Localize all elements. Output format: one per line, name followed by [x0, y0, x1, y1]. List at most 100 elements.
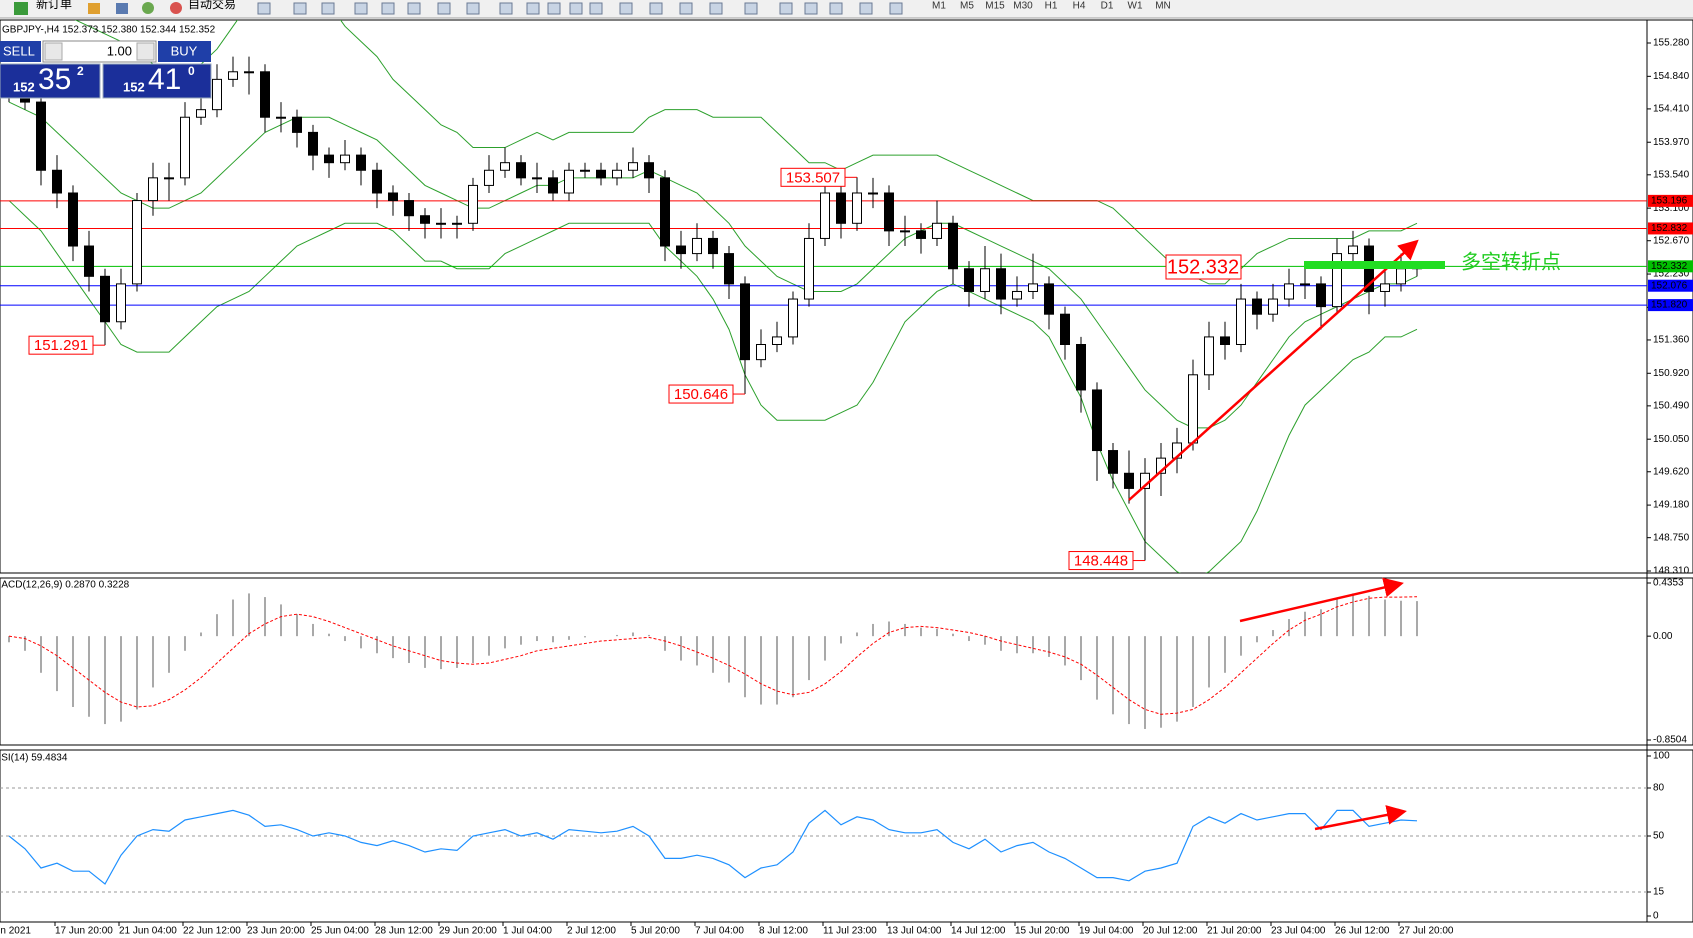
buy-price-big: 152: [123, 79, 145, 94]
sell-price-box[interactable]: [0, 63, 101, 99]
candle-body: [772, 336, 782, 345]
sell-price-small: 2: [77, 64, 84, 78]
x-tick-label: 14 Jul 12:00: [951, 926, 1006, 937]
main-panel: [0, 19, 1693, 574]
timeframe-button[interactable]: M30: [1013, 1, 1033, 12]
timeframe-button[interactable]: W1: [1128, 1, 1143, 12]
timeframe-button[interactable]: H1: [1045, 1, 1058, 12]
toolbar-icon[interactable]: [437, 2, 451, 15]
toolbar-icon[interactable]: [407, 2, 421, 15]
auto-trading-icon[interactable]: [170, 2, 182, 14]
level-label-box: [1648, 222, 1693, 235]
toolbar-icon[interactable]: [116, 3, 128, 14]
y-tick-label: 153.540: [1653, 169, 1690, 180]
toolbar-icon[interactable]: [679, 2, 693, 15]
candle-body: [852, 192, 862, 224]
toolbar-icon[interactable]: [744, 2, 758, 15]
candle-body: [820, 192, 830, 239]
buy-label[interactable]: BUY: [171, 43, 198, 58]
candle-body: [1396, 268, 1406, 285]
y-tick-label: 148.310: [1653, 566, 1690, 577]
candle-body: [900, 230, 910, 233]
toolbar-icon[interactable]: [804, 2, 818, 15]
timeframe-button[interactable]: M15: [985, 1, 1005, 12]
macd-title: MACD(12,26,9) 0.2870 0.3228: [0, 580, 130, 591]
candle-body: [1348, 245, 1358, 255]
candle-body: [1268, 298, 1278, 315]
new-order-button[interactable]: 新订单: [36, 0, 72, 11]
candle-body: [388, 192, 398, 202]
lots-down[interactable]: [44, 42, 63, 61]
lots-value[interactable]: 1.00: [107, 43, 132, 58]
auto-trading-button[interactable]: 自动交易: [188, 0, 236, 11]
toolbar-icon[interactable]: [499, 2, 513, 15]
candle-body: [1220, 336, 1230, 345]
sell-button[interactable]: [0, 41, 41, 62]
y-tick-label: 0.4353: [1653, 578, 1684, 589]
level-label: 152.332: [1651, 261, 1688, 272]
timeframe-button[interactable]: H4: [1073, 1, 1086, 12]
timeframe-button[interactable]: M5: [960, 1, 974, 12]
toolbar-icon[interactable]: [709, 2, 723, 15]
annotation-box: [668, 384, 734, 404]
lots-field[interactable]: [42, 40, 157, 63]
toolbar-icon[interactable]: [547, 2, 561, 15]
rsi-arrow: [1314, 805, 1407, 831]
level-label: 153.196: [1651, 196, 1688, 207]
candle-body: [1236, 298, 1246, 345]
macd-panel: [0, 577, 1693, 746]
candle-body: [1092, 389, 1102, 452]
toolbar-icon[interactable]: [88, 3, 100, 14]
toolbar-icon[interactable]: [589, 2, 603, 15]
candle-body: [836, 192, 846, 224]
macd-arrow: [1239, 577, 1404, 623]
lots-up[interactable]: [136, 42, 155, 61]
y-tick-label: 148.750: [1653, 532, 1690, 543]
toolbar-icon[interactable]: [142, 2, 154, 14]
axes: 155.280 154.840 154.410 153.970 153.540 153.1…: [0, 38, 1693, 937]
candle-body: [580, 169, 590, 172]
y-tick-label: 0.00: [1653, 631, 1673, 642]
toolbar-icon[interactable]: [889, 2, 903, 15]
toolbar-icon[interactable]: [859, 2, 873, 15]
sell-label[interactable]: SELL: [3, 43, 35, 58]
toolbar-icon[interactable]: [779, 2, 793, 15]
candle-body: [1284, 283, 1294, 300]
toolbar-icon[interactable]: [829, 2, 843, 15]
toolbar-icon[interactable]: [619, 2, 633, 15]
candle-body: [676, 245, 686, 255]
x-tick-label: 23 Jul 04:00: [1271, 926, 1326, 937]
buy-button[interactable]: [158, 41, 211, 62]
candle-body: [340, 154, 350, 164]
toolbar-icon[interactable]: [466, 2, 480, 15]
candle-body: [1060, 313, 1070, 345]
y-tick-label: 149.620: [1653, 466, 1690, 477]
level-label: 151.820: [1651, 300, 1688, 311]
y-tick-label: 154.840: [1653, 71, 1690, 82]
toolbar-icon[interactable]: [526, 2, 540, 15]
candle-body: [1124, 472, 1134, 489]
candle-body: [436, 222, 446, 225]
y-tick-label: 150.490: [1653, 400, 1690, 411]
toolbar-icon[interactable]: [257, 2, 271, 15]
candle-body: [356, 154, 366, 171]
buy-price-box[interactable]: [102, 63, 212, 99]
new-order-icon[interactable]: [14, 2, 28, 15]
candle-body: [164, 177, 174, 180]
toolbar-icon[interactable]: [354, 2, 368, 15]
toolbar-icon[interactable]: [293, 2, 307, 15]
candle-body: [516, 162, 526, 179]
toolbar-icon[interactable]: [569, 2, 583, 15]
toolbar-icon[interactable]: [381, 2, 395, 15]
toolbar-icon[interactable]: [321, 2, 335, 15]
candle-body: [404, 200, 414, 217]
timeframe-button[interactable]: D1: [1101, 1, 1114, 12]
toolbar: [0, 0, 1693, 18]
toolbar-icon[interactable]: [649, 2, 663, 15]
timeframe-button[interactable]: MN: [1155, 1, 1171, 12]
callout: 多空转折点: [1461, 250, 1561, 273]
x-tick-label: 23 Jun 20:00: [247, 926, 305, 937]
timeframe-button[interactable]: M1: [932, 1, 946, 12]
y-tick-label: 150.920: [1653, 368, 1690, 379]
